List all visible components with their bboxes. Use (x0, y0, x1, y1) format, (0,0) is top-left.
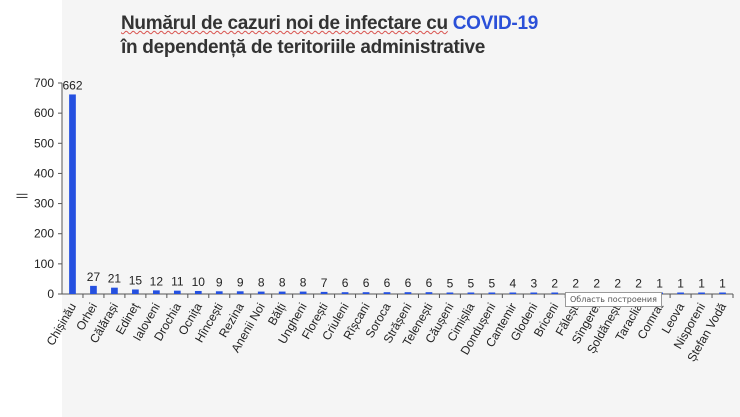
data-label: 6 (363, 276, 370, 290)
data-label: 5 (447, 276, 454, 290)
title-line1-prefix: Numărul de cazuri noi de infectare cu (121, 13, 448, 34)
y-tick-label: 600 (34, 106, 54, 120)
data-label: 27 (87, 270, 101, 284)
data-label: 21 (108, 272, 122, 286)
y-tick-label: 100 (34, 257, 54, 271)
data-label: 5 (489, 276, 496, 290)
data-label: 4 (509, 277, 516, 291)
bar[interactable] (299, 291, 307, 294)
bar[interactable] (153, 290, 160, 294)
bar[interactable] (215, 291, 223, 294)
x-tick-labels-group: ChișinăuOrheiCălărașiEdinețIaloveniDroch… (44, 300, 730, 364)
bar[interactable] (132, 289, 139, 294)
bar[interactable] (173, 290, 181, 294)
data-label: 9 (216, 275, 223, 289)
data-label: 11 (171, 275, 184, 289)
y-tick-label: 200 (34, 227, 54, 241)
bar[interactable] (362, 292, 370, 294)
data-label: 2 (614, 277, 621, 291)
data-label: 8 (279, 276, 286, 290)
data-label: 8 (258, 276, 265, 290)
bar[interactable] (446, 292, 454, 294)
bar[interactable] (320, 291, 328, 294)
bar[interactable] (509, 292, 517, 295)
bar[interactable] (677, 292, 684, 295)
data-label: 1 (698, 277, 705, 291)
data-label: 2 (551, 277, 558, 291)
bar[interactable] (467, 292, 475, 294)
data-label: 6 (342, 276, 349, 290)
y-axis-mark: || (14, 192, 28, 199)
data-label: 662 (62, 78, 82, 92)
bar[interactable] (90, 285, 97, 294)
data-label: 12 (150, 274, 164, 288)
data-label: 1 (656, 277, 663, 291)
bar[interactable] (719, 292, 726, 295)
bar[interactable] (278, 291, 286, 294)
bar[interactable] (488, 292, 496, 294)
bar[interactable] (236, 291, 244, 294)
bar[interactable] (194, 290, 202, 294)
bar[interactable] (551, 292, 559, 295)
data-label: 1 (677, 277, 684, 291)
data-label: 15 (129, 273, 143, 287)
data-label: 7 (321, 276, 328, 290)
data-label: 5 (468, 276, 475, 290)
data-label: 2 (593, 277, 600, 291)
data-label: 2 (635, 277, 642, 291)
title-line2: în dependență de teritoriile administrat… (121, 37, 486, 58)
y-tick-label: 400 (34, 166, 54, 180)
chart-title: Numărul de cazuri noi de infectare cu CO… (121, 12, 681, 60)
bar[interactable] (425, 292, 433, 294)
bar[interactable] (257, 291, 265, 294)
data-label: 1 (719, 277, 726, 291)
y-axis: 0 100 200 300 400 500 600 700 (34, 76, 63, 301)
title-line1-accent: COVID-19 (452, 13, 539, 34)
y-tick-label: 0 (47, 287, 54, 301)
bar[interactable] (404, 292, 412, 294)
plot-area-tooltip: Область построения (565, 292, 662, 307)
data-label: 6 (405, 276, 412, 290)
y-tick-label: 300 (34, 197, 54, 211)
data-label: 8 (300, 276, 307, 290)
bars-group (69, 94, 726, 294)
data-label: 6 (384, 276, 391, 290)
bar[interactable] (341, 292, 349, 294)
y-tick-label: 500 (34, 136, 54, 150)
bar[interactable] (111, 287, 118, 294)
bar[interactable] (69, 94, 76, 294)
data-label: 6 (426, 276, 433, 290)
data-label: 2 (572, 277, 579, 291)
chart-background-panel (62, 0, 740, 417)
bar[interactable] (383, 292, 391, 294)
data-label: 3 (530, 277, 537, 291)
bar[interactable] (698, 292, 705, 295)
y-tick-label: 700 (34, 76, 54, 90)
bar[interactable] (530, 292, 538, 295)
data-label: 9 (237, 275, 244, 289)
data-label: 10 (192, 275, 206, 289)
